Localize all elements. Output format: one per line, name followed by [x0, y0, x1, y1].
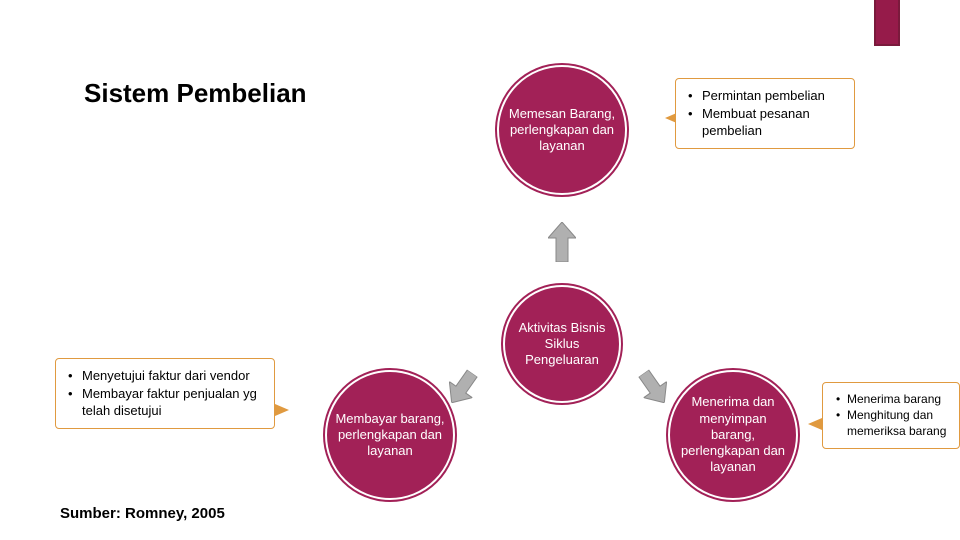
list-item: Menerima barang — [839, 391, 949, 407]
page-title: Sistem Pembelian — [84, 78, 307, 109]
node-left: Membayar barang, perlengkapan dan layana… — [325, 370, 455, 500]
node-center-label: Aktivitas Bisnis Siklus Pengeluaran — [513, 320, 611, 369]
callout-tail-icon — [275, 404, 289, 416]
arrow-down-right-icon — [632, 365, 676, 411]
callout-top: Permintan pembelian Membuat pesanan pemb… — [675, 78, 855, 149]
list-item: Membuat pesanan pembelian — [692, 105, 844, 140]
callout-right: Menerima barang Menghitung dan memeriksa… — [822, 382, 960, 449]
callout-left: Menyetujui faktur dari vendor Membayar f… — [55, 358, 275, 429]
list-item: Menyetujui faktur dari vendor — [72, 367, 264, 385]
callout-top-list: Permintan pembelian Membuat pesanan pemb… — [692, 87, 844, 140]
node-top-label: Memesan Barang, perlengkapan dan layanan — [507, 106, 617, 155]
source-text: Sumber: Romney, 2005 — [60, 505, 225, 522]
node-right-label: Menerima dan menyimpan barang, perlengka… — [678, 394, 788, 475]
node-center: Aktivitas Bisnis Siklus Pengeluaran — [503, 285, 621, 403]
node-left-label: Membayar barang, perlengkapan dan layana… — [335, 411, 445, 460]
slide: Sistem Pembelian Memesan Barang, perleng… — [0, 0, 960, 540]
callout-right-list: Menerima barang Menghitung dan memeriksa… — [839, 391, 949, 440]
list-item: Membayar faktur penjualan yg telah diset… — [72, 385, 264, 420]
list-item: Menghitung dan memeriksa barang — [839, 407, 949, 439]
corner-accent — [874, 0, 900, 46]
node-top: Memesan Barang, perlengkapan dan layanan — [497, 65, 627, 195]
node-right: Menerima dan menyimpan barang, perlengka… — [668, 370, 798, 500]
list-item: Permintan pembelian — [692, 87, 844, 105]
callout-left-list: Menyetujui faktur dari vendor Membayar f… — [72, 367, 264, 420]
arrow-up-icon — [548, 222, 576, 262]
callout-tail-icon — [808, 418, 822, 430]
